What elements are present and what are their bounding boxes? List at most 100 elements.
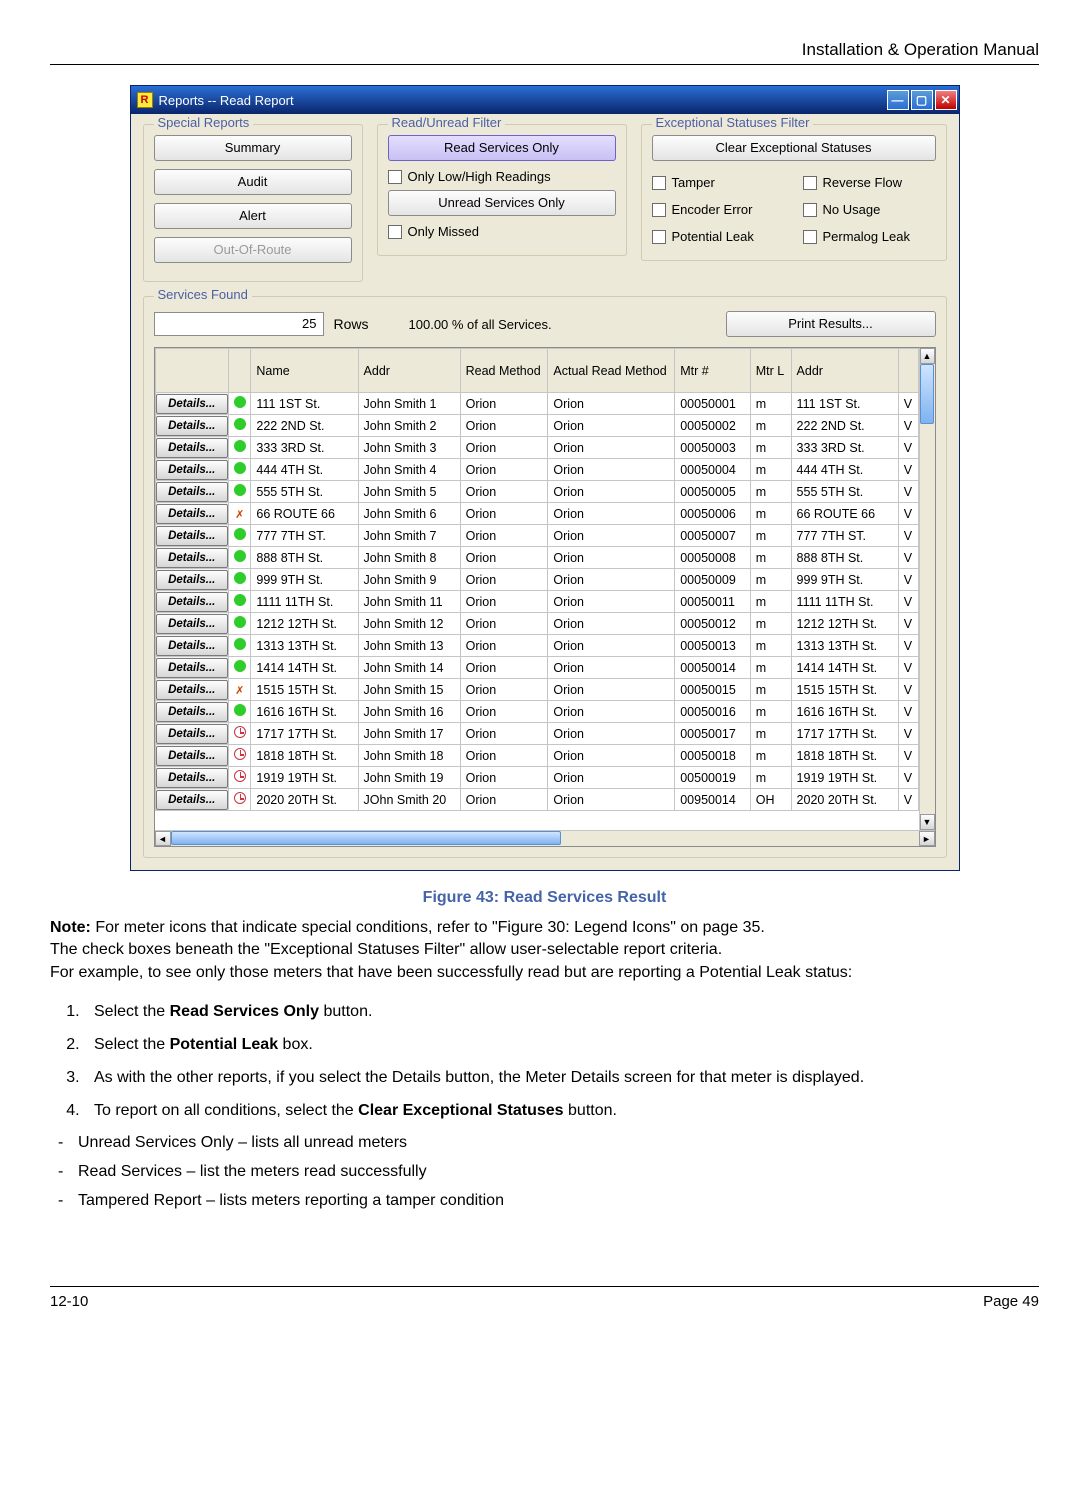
details-button[interactable]: Details... <box>156 526 228 546</box>
table-row: Details...1818 18TH St.John Smith 18Orio… <box>155 745 918 767</box>
cell-mtr: 00050018 <box>675 745 751 767</box>
cell-addr2: 1515 15TH St. <box>791 679 898 701</box>
status-cell <box>228 657 250 679</box>
maximize-button[interactable]: ▢ <box>911 90 933 110</box>
column-header[interactable]: Mtr L <box>750 349 791 393</box>
cell-arm: Orion <box>548 701 675 723</box>
column-header[interactable]: Name <box>251 349 358 393</box>
cell-arm: Orion <box>548 789 675 811</box>
print-results-button[interactable]: Print Results... <box>726 311 936 337</box>
no-usage-checkbox[interactable] <box>803 203 817 217</box>
cell-rm: Orion <box>460 393 548 415</box>
column-header[interactable]: Addr <box>791 349 898 393</box>
table-row: Details...✗66 ROUTE 66John Smith 6OrionO… <box>155 503 918 525</box>
details-button[interactable]: Details... <box>156 592 228 612</box>
tamper-checkbox[interactable] <box>652 176 666 190</box>
note-line: For meter icons that indicate special co… <box>91 919 765 936</box>
details-button[interactable]: Details... <box>156 614 228 634</box>
column-header[interactable] <box>155 349 228 393</box>
only-missed-checkbox[interactable] <box>388 225 402 239</box>
details-button[interactable]: Details... <box>156 394 228 414</box>
cell-addr2: 555 5TH St. <box>791 481 898 503</box>
column-header[interactable]: Read Method <box>460 349 548 393</box>
hscroll-thumb[interactable] <box>171 831 561 845</box>
details-button[interactable]: Details... <box>156 482 228 502</box>
potential-leak-checkbox[interactable] <box>652 230 666 244</box>
scroll-up-icon[interactable]: ▲ <box>920 348 935 364</box>
details-button[interactable]: Details... <box>156 658 228 678</box>
details-button[interactable]: Details... <box>156 438 228 458</box>
status-ok-icon <box>234 484 246 496</box>
row-count-input[interactable]: 25 <box>154 312 324 336</box>
details-button[interactable]: Details... <box>156 636 228 656</box>
unread-services-only-button[interactable]: Unread Services Only <box>388 190 616 216</box>
cell-t: V <box>898 591 918 613</box>
cell-rm: Orion <box>460 635 548 657</box>
details-button[interactable]: Details... <box>156 504 228 524</box>
column-header[interactable]: Actual Read Method <box>548 349 675 393</box>
step-item: As with the other reports, if you select… <box>84 1064 1039 1093</box>
cell-addr: John Smith 2 <box>358 415 460 437</box>
close-button[interactable]: ✕ <box>935 90 957 110</box>
cell-ml: m <box>750 679 791 701</box>
details-button[interactable]: Details... <box>156 702 228 722</box>
alert-button[interactable]: Alert <box>154 203 352 229</box>
column-header[interactable]: Mtr # <box>675 349 751 393</box>
scroll-right-icon[interactable]: ► <box>919 831 935 846</box>
status-cell <box>228 437 250 459</box>
status-cell <box>228 635 250 657</box>
cell-addr2: 111 1ST St. <box>791 393 898 415</box>
details-button[interactable]: Details... <box>156 724 228 744</box>
cell-ml: m <box>750 437 791 459</box>
cell-mtr: 00050015 <box>675 679 751 701</box>
vertical-scrollbar[interactable]: ▲ ▼ <box>919 348 935 830</box>
read-services-only-button[interactable]: Read Services Only <box>388 135 616 161</box>
horizontal-scrollbar[interactable]: ◄ ► <box>155 830 935 846</box>
audit-button[interactable]: Audit <box>154 169 352 195</box>
scroll-down-icon[interactable]: ▼ <box>920 814 935 830</box>
cell-addr2: 1212 12TH St. <box>791 613 898 635</box>
encoder-error-checkbox[interactable] <box>652 203 666 217</box>
scroll-thumb[interactable] <box>920 364 934 424</box>
cell-ml: m <box>750 393 791 415</box>
scroll-left-icon[interactable]: ◄ <box>155 831 171 846</box>
column-header[interactable] <box>898 349 918 393</box>
status-cell <box>228 789 250 811</box>
column-header[interactable] <box>228 349 250 393</box>
clear-exceptional-button[interactable]: Clear Exceptional Statuses <box>652 135 936 161</box>
cell-name: 222 2ND St. <box>251 415 358 437</box>
note-line: For example, to see only those meters th… <box>50 964 852 981</box>
details-button[interactable]: Details... <box>156 460 228 480</box>
cell-mtr: 00050011 <box>675 591 751 613</box>
minimize-button[interactable]: ― <box>887 90 909 110</box>
details-button[interactable]: Details... <box>156 746 228 766</box>
cell-mtr: 00050016 <box>675 701 751 723</box>
cell-name: 1919 19TH St. <box>251 767 358 789</box>
details-button[interactable]: Details... <box>156 768 228 788</box>
cell-t: V <box>898 723 918 745</box>
checkbox-row: Potential Leak <box>652 229 785 244</box>
only-low-high-readings-checkbox[interactable] <box>388 170 402 184</box>
cell-mtr: 00050013 <box>675 635 751 657</box>
details-button[interactable]: Details... <box>156 680 228 700</box>
cell-t: V <box>898 679 918 701</box>
checkbox-row: Only Missed <box>388 224 616 239</box>
status-cell <box>228 701 250 723</box>
summary-button[interactable]: Summary <box>154 135 352 161</box>
permalog-leak-checkbox[interactable] <box>803 230 817 244</box>
cell-arm: Orion <box>548 591 675 613</box>
details-button[interactable]: Details... <box>156 790 228 810</box>
cell-mtr: 00050009 <box>675 569 751 591</box>
reverse-flow-checkbox[interactable] <box>803 176 817 190</box>
cell-name: 1111 11TH St. <box>251 591 358 613</box>
footer-left: 12-10 <box>50 1293 88 1310</box>
details-button[interactable]: Details... <box>156 570 228 590</box>
status-cell <box>228 415 250 437</box>
cell-t: V <box>898 459 918 481</box>
table-row: Details...444 4TH St.John Smith 4OrionOr… <box>155 459 918 481</box>
column-header[interactable]: Addr <box>358 349 460 393</box>
details-button[interactable]: Details... <box>156 548 228 568</box>
details-button[interactable]: Details... <box>156 416 228 436</box>
status-ok-icon <box>234 572 246 584</box>
page-header: Installation & Operation Manual <box>50 40 1039 65</box>
